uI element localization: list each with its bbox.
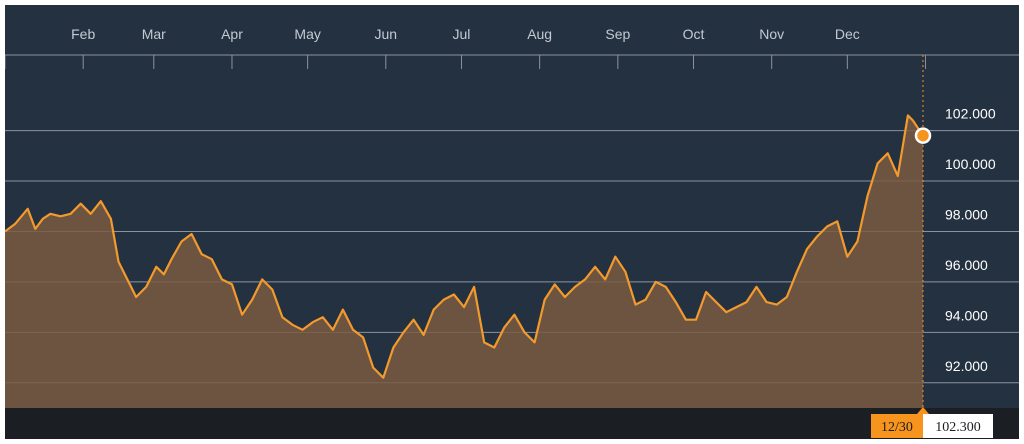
series-area-fill (5, 115, 923, 409)
y-tick-label: 96.000 (945, 257, 988, 273)
chart-svg[interactable]: Feb Mar Apr May Jun Jul Aug Sep Oct Nov Dec 92.000… (4, 5, 1019, 439)
x-tick-label: Dec (835, 26, 860, 42)
x-tick-label: Feb (71, 26, 95, 42)
x-tick-label: May (294, 26, 320, 42)
readout-value: 102.300 (935, 420, 981, 435)
bottom-bar (5, 408, 1019, 439)
x-tick-label: Jun (375, 26, 398, 42)
y-tick-label: 92.000 (945, 358, 988, 374)
price-chart[interactable]: Feb Mar Apr May Jun Jul Aug Sep Oct Nov Dec 92.000… (4, 5, 1019, 439)
y-axis: 92.000 94.000 96.000 98.000 100.000 102.000 (945, 106, 996, 374)
y-tick-label: 94.000 (945, 307, 988, 323)
x-tick-label: Sep (605, 26, 630, 42)
readout-date-bg (871, 414, 923, 438)
x-tick-label: Oct (683, 26, 705, 42)
x-tick-label: Mar (142, 26, 166, 42)
y-tick-label: 98.000 (945, 206, 988, 222)
readout-box: 12/30 102.300 (871, 407, 993, 438)
readout-value-bg (923, 414, 993, 438)
y-tick-label: 100.000 (945, 156, 996, 172)
series-line (4, 114, 924, 379)
last-point-marker[interactable] (914, 127, 932, 144)
readout-date: 12/30 (881, 420, 913, 435)
readout-arrow (917, 407, 929, 414)
x-axis: Feb Mar Apr May Jun Jul Aug Sep Oct Nov Dec (4, 26, 1019, 69)
x-tick-label: Apr (221, 26, 243, 42)
x-tick-label: Aug (527, 26, 552, 42)
y-tick-label: 102.000 (945, 106, 996, 122)
x-tick-label: Jul (453, 26, 471, 42)
x-tick-label: Nov (759, 26, 784, 42)
